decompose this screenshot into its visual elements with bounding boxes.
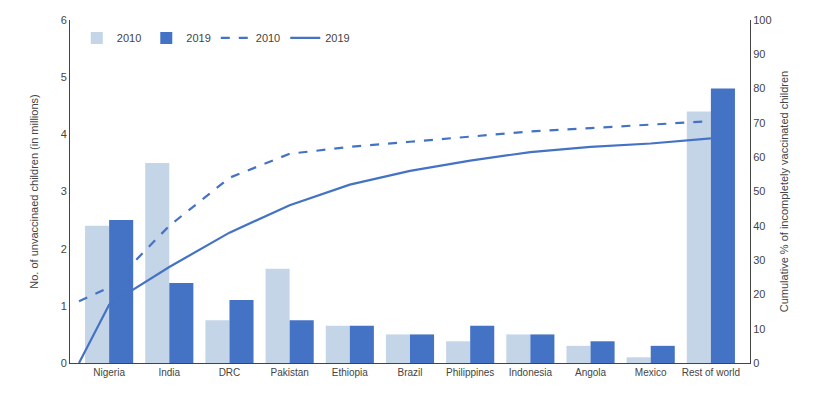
svg-text:2010: 2010 xyxy=(117,32,141,44)
svg-text:40: 40 xyxy=(753,220,765,232)
svg-text:2019: 2019 xyxy=(325,32,349,44)
svg-text:No. of unvaccinaed children (i: No. of unvaccinaed children (in millions… xyxy=(28,94,40,288)
svg-text:5: 5 xyxy=(61,71,67,83)
svg-text:3: 3 xyxy=(61,185,67,197)
svg-text:30: 30 xyxy=(753,254,765,266)
svg-text:Philippines: Philippines xyxy=(446,367,494,378)
svg-text:20: 20 xyxy=(753,288,765,300)
svg-text:60: 60 xyxy=(753,151,765,163)
svg-text:50: 50 xyxy=(753,185,765,197)
svg-text:6: 6 xyxy=(61,14,67,26)
svg-text:90: 90 xyxy=(753,48,765,60)
svg-text:2: 2 xyxy=(61,243,67,255)
svg-text:Indonesia: Indonesia xyxy=(509,367,553,378)
svg-text:0: 0 xyxy=(61,357,67,369)
svg-text:Cumulative % of incompletely v: Cumulative % of incompletely vaccinated … xyxy=(778,71,790,313)
svg-text:80: 80 xyxy=(753,82,765,94)
svg-text:2010: 2010 xyxy=(256,32,280,44)
svg-text:Nigeria: Nigeria xyxy=(93,367,125,378)
svg-text:DRC: DRC xyxy=(219,367,241,378)
svg-text:Ethiopia: Ethiopia xyxy=(332,367,369,378)
svg-text:100: 100 xyxy=(753,14,771,26)
svg-text:1: 1 xyxy=(61,300,67,312)
svg-text:Brazil: Brazil xyxy=(397,367,422,378)
svg-text:India: India xyxy=(158,367,180,378)
svg-text:Angola: Angola xyxy=(575,367,607,378)
svg-text:4: 4 xyxy=(61,128,67,140)
svg-text:2019: 2019 xyxy=(186,32,210,44)
svg-text:0: 0 xyxy=(753,357,759,369)
svg-text:Rest of world: Rest of world xyxy=(682,367,740,378)
svg-text:10: 10 xyxy=(753,323,765,335)
svg-text:Pakistan: Pakistan xyxy=(270,367,308,378)
svg-text:70: 70 xyxy=(753,117,765,129)
svg-text:Mexico: Mexico xyxy=(635,367,667,378)
